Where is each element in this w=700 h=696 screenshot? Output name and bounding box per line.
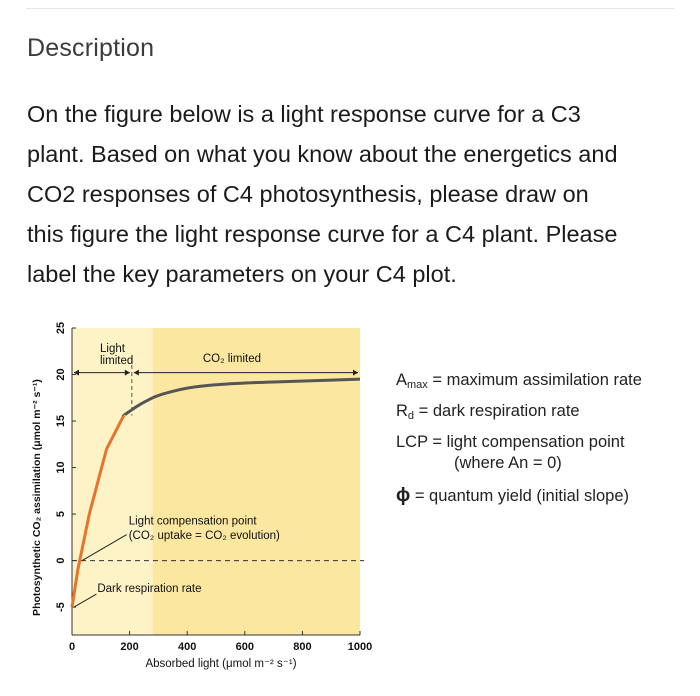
arrow-head [124,369,130,376]
x-ticks: 0 200 400 600 800 1000 [69,631,372,653]
y-tick-label: 25 [55,322,67,334]
x-tick-label: 400 [178,641,196,653]
question-line: On the figure below is a light response … [27,101,581,127]
region-label-light-limited: limited [100,355,133,367]
y-tick-label: 10 [55,461,67,473]
question-line: plant. Based on what you know about the … [27,141,618,167]
question-line: label the key parameters on your C4 plot… [27,261,457,287]
x-tick-label: 800 [293,641,311,653]
legend-phi: ϕ = quantum yield (initial slope) [396,481,696,511]
y-axis-label: Photosynthetic CO₂ assimilation (μmol m⁻… [31,379,43,616]
y-tick-label: -5 [55,602,67,612]
rd-annotation: Dark respiration rate [97,583,201,595]
legend-lcp-note: (where An = 0) [454,454,562,472]
rd-definition: = dark respiration rate [414,402,580,420]
top-divider [26,8,674,9]
amax-symbol: A [396,371,408,389]
y-tick-label: 15 [55,415,67,427]
light-response-chart: 0 200 400 600 800 1000 25 20 15 10 5 0 -5 Lightlimi… [31,322,372,670]
legend-definitions: Amax = maximum assimilation rate Rd = da… [396,366,696,511]
x-tick-label: 200 [120,641,138,653]
x-tick-label: 0 [69,641,75,653]
y-tick-label: 20 [55,368,67,380]
lcp-leader [81,534,127,562]
legend-amax: Amax = maximum assimilation rate [396,366,696,397]
rd-subscript: d [407,410,415,422]
rd-symbol: R [396,402,408,420]
x-tick-label: 1000 [348,641,372,653]
phi-symbol: ϕ [396,485,411,506]
lcp-annotation: Light compensation point [129,515,258,527]
lcp-annotation-sub: (CO₂ uptake = CO₂ evolution) [129,530,280,542]
y-tick-label: 5 [55,511,67,517]
arrow-head [74,369,79,376]
question-line: this figure the light response curve for… [27,221,618,247]
y-tick-label: 0 [55,558,67,564]
region-label-light-limited: Light [100,343,126,355]
x-tick-label: 600 [236,641,254,653]
amax-definition: = maximum assimilation rate [427,371,642,389]
region-label-co2-limited: CO₂ limited [203,353,261,365]
x-axis-label: Absorbed light (μmol m⁻² s⁻¹) [145,658,296,670]
annotations: Light compensation point (CO₂ uptake = CO… [73,515,280,608]
amax-subscript: max [407,379,428,391]
c3-curve-co2-limited [122,377,361,417]
light-response-figure: 0 200 400 600 800 1000 25 20 15 10 5 0 -5 Light limi… [0,310,700,696]
c3-curve-light-limited [70,414,126,608]
question-line: CO2 responses of C4 photosynthesis, plea… [27,181,589,207]
arrow-head [133,369,139,376]
arrow-head [353,369,358,376]
legend-lcp: LCP = light compensation point [396,433,625,451]
page-title: Description [27,34,155,62]
legend-rd: Rd = dark respiration rate [396,397,696,428]
phi-definition: = quantum yield (initial slope) [410,487,629,505]
question-text: On the figure below is a light response … [27,94,687,294]
rd-leader [73,593,97,608]
light-limited-region [72,328,153,635]
